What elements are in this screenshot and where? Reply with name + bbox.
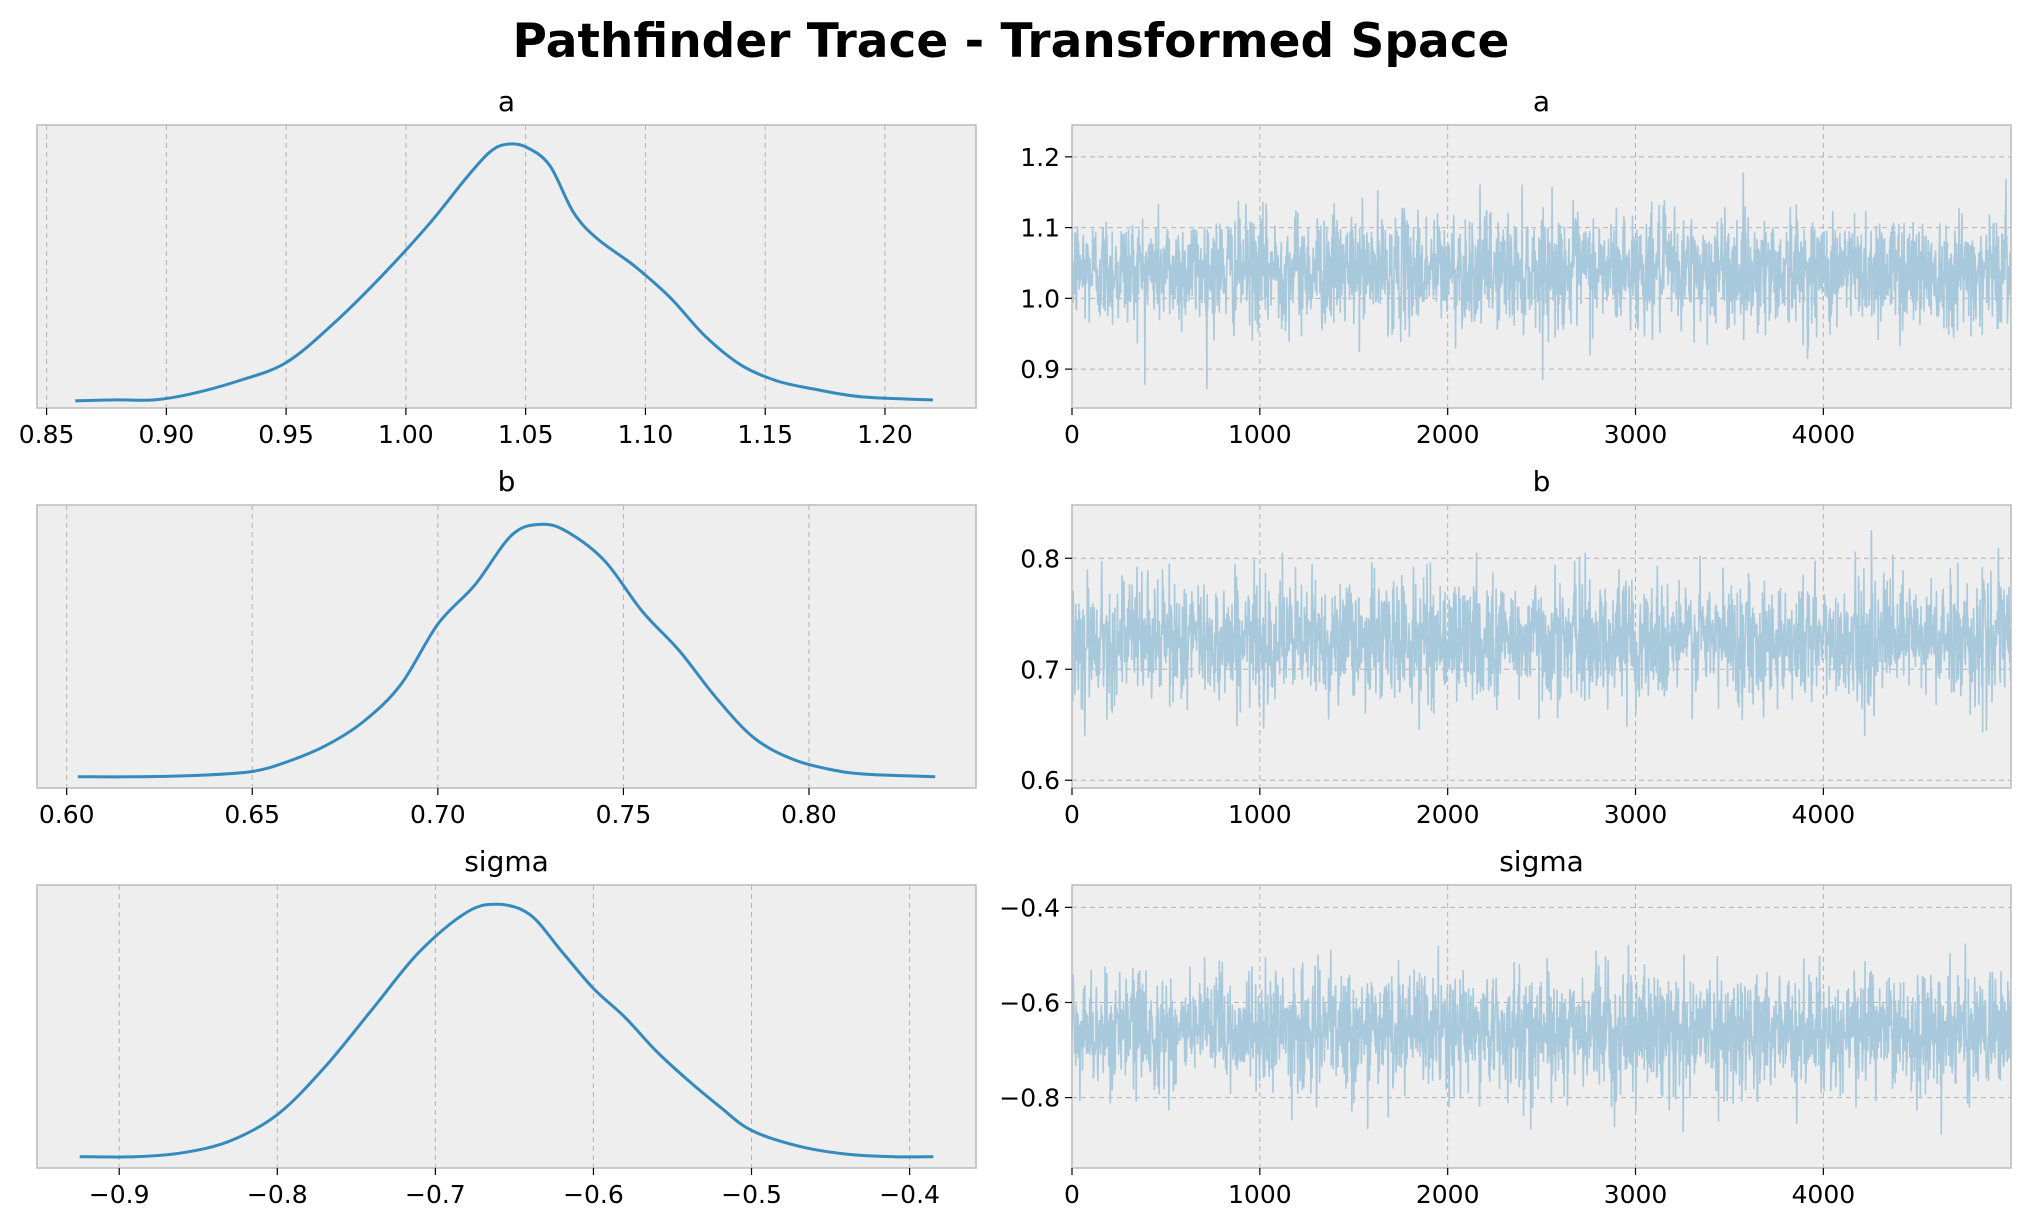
sigma-trace-ytick-label: −0.8 (999, 1084, 1060, 1113)
sigma-trace-xtick-label: 0 (1064, 1180, 1080, 1209)
a-density-xtick-label: 1.00 (378, 420, 434, 449)
figure-title: Pathfinder Trace - Transformed Space (513, 14, 1510, 69)
a-trace-ytick-label: 1.2 (1020, 143, 1060, 172)
b-trace-ytick-label: 0.6 (1020, 766, 1060, 795)
b-density-title: b (498, 465, 516, 498)
a-trace-trace-line (1071, 172, 2012, 390)
sigma-density-panel: sigma −0.9 −0.8 −0.7 −0.6 −0.5 −0.4 (36, 845, 977, 1209)
b-density-background (37, 505, 976, 788)
a-trace-ytick-label: 1.0 (1020, 284, 1060, 313)
sigma-trace-xtick-label: 2000 (1416, 1180, 1480, 1209)
sigma-density-xtick-label: −0.4 (879, 1180, 940, 1209)
sigma-trace-ytick-label: −0.4 (999, 893, 1060, 922)
b-trace-frame (1071, 504, 2012, 789)
b-density-xtick-label: 0.80 (781, 800, 837, 829)
b-density-xtick-label: 0.70 (410, 800, 466, 829)
b-density-panel: b 0.60 0.65 0.70 0.75 0.80 (36, 465, 977, 829)
sigma-density-xtick-label: −0.8 (247, 1180, 308, 1209)
b-density-xtick-label: 0.60 (39, 800, 95, 829)
sigma-density-xtick-label: −0.9 (89, 1180, 150, 1209)
a-trace-xtick-label: 1000 (1228, 420, 1292, 449)
a-density-xtick-label: 0.95 (258, 420, 314, 449)
a-trace-xtick-label: 2000 (1416, 420, 1480, 449)
a-density-frame (36, 124, 977, 409)
sigma-trace-xtick-label: 1000 (1228, 1180, 1292, 1209)
b-trace-title: b (1533, 465, 1551, 498)
a-trace-ytick-label: 1.1 (1020, 214, 1060, 243)
b-trace-xtick-label: 4000 (1792, 800, 1856, 829)
a-density-kde-line (75, 142, 933, 403)
a-density-background (37, 125, 976, 408)
a-trace-xtick-label: 0 (1064, 420, 1080, 449)
a-density-xtick-label: 0.85 (19, 420, 75, 449)
a-trace-frame (1071, 124, 2012, 409)
sigma-density-background (37, 885, 976, 1168)
b-density-kde-line (77, 522, 936, 779)
b-trace-xtick-label: 1000 (1228, 800, 1292, 829)
a-trace-title: a (1533, 85, 1550, 118)
a-density-xtick-label: 1.15 (737, 420, 793, 449)
a-density-title: a (498, 85, 515, 118)
sigma-trace-frame (1071, 884, 2012, 1169)
b-trace-panel: b 0 1000 2000 3000 4000 0.6 0.7 0.8 (1020, 465, 2012, 829)
a-trace-ytick-label: 0.9 (1020, 355, 1060, 384)
a-trace-panel: a 0 1000 2000 3000 4000 0.9 1.0 1.1 1.2 (1020, 85, 2012, 449)
sigma-density-xtick-label: −0.5 (721, 1180, 782, 1209)
a-trace-xtick-label: 3000 (1604, 420, 1668, 449)
sigma-trace-trace-line (1071, 943, 2012, 1135)
sigma-trace-ytick-label: −0.6 (999, 988, 1060, 1017)
b-trace-ytick-label: 0.7 (1020, 655, 1060, 684)
sigma-density-xtick-label: −0.7 (405, 1180, 466, 1209)
a-density-panel: a 0.85 0.90 0.95 1.00 1.05 1.10 1.15 1.20 (19, 85, 977, 449)
sigma-density-kde-line (79, 902, 934, 1159)
a-density-xtick-label: 1.20 (857, 420, 913, 449)
a-trace-xtick-label: 4000 (1792, 420, 1856, 449)
b-trace-xtick-label: 0 (1064, 800, 1080, 829)
b-trace-xtick-label: 3000 (1604, 800, 1668, 829)
a-density-xtick-label: 1.05 (498, 420, 554, 449)
b-density-xtick-label: 0.75 (596, 800, 652, 829)
b-trace-xtick-label: 2000 (1416, 800, 1480, 829)
b-density-frame (36, 504, 977, 789)
b-density-xtick-label: 0.65 (224, 800, 280, 829)
b-trace-ytick-label: 0.8 (1020, 544, 1060, 573)
sigma-trace-xtick-label: 4000 (1792, 1180, 1856, 1209)
sigma-trace-title: sigma (1499, 845, 1584, 878)
sigma-density-frame (36, 884, 977, 1169)
b-trace-trace-line (1071, 530, 2012, 737)
sigma-density-xtick-label: −0.6 (563, 1180, 624, 1209)
a-density-xtick-label: 1.10 (618, 420, 674, 449)
sigma-trace-xtick-label: 3000 (1604, 1180, 1668, 1209)
a-density-xtick-label: 0.90 (139, 420, 195, 449)
sigma-trace-panel: sigma 0 1000 2000 3000 4000 −0.8 −0.6 −0.4 (999, 845, 2012, 1209)
sigma-density-title: sigma (464, 845, 549, 878)
